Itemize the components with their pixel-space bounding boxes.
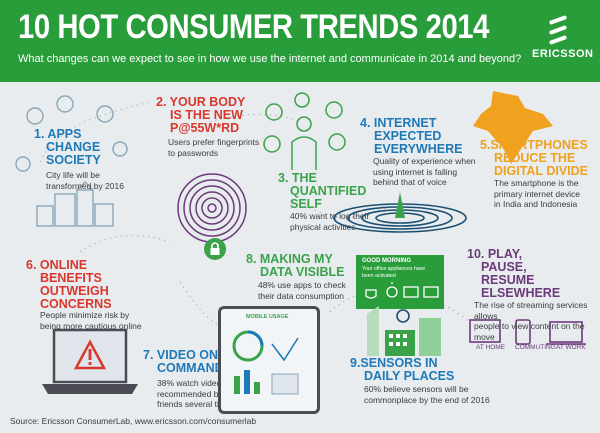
page-title: 10 HOT CONSUMER TRENDS 2014 — [18, 8, 489, 46]
device-label-work: AT WORK — [556, 344, 586, 351]
trend-7-body-line: 38% watch video clips — [157, 378, 241, 388]
trend-8-title-line: DATA VISIBLE — [260, 265, 345, 279]
data-usage-chart-icon — [232, 330, 299, 395]
laptop-warning-icon — [42, 328, 138, 394]
device-label-commuting: COMMUTING — [515, 344, 556, 351]
greeting-card — [356, 255, 444, 309]
trend-8-body: 48% use apps to check their data consump… — [258, 280, 346, 301]
trend-1-body-line: City life will be — [46, 170, 100, 180]
page-subtitle: What changes can we expect to see in how… — [18, 53, 522, 65]
trend-2-body: Users prefer fingerprints to passwords — [168, 137, 259, 158]
city-apps-icon — [15, 95, 128, 227]
trend-2-title-line: P@55W*RD — [170, 121, 240, 135]
trend-5-title-line: 5.SMARTPHONES — [480, 138, 588, 152]
trend-7-body: 38% watch video clips recommended by the… — [157, 378, 264, 410]
trend-10-title-line: PAUSE, — [481, 260, 527, 274]
trend-5-title-line: REDUCE THE — [494, 151, 576, 165]
greeting-message: Your office appliances have been activat… — [362, 266, 425, 279]
trend-2-title-line: IS THE NEW — [170, 108, 243, 122]
trend-4-body-line: Quality of experience when — [373, 156, 476, 166]
trend-1-title-line: SOCIETY — [46, 153, 101, 167]
trend-9-title-line: 9.SENSORS IN — [350, 356, 438, 370]
trend-3-body-line: 40% want to log their — [290, 211, 370, 221]
trend-6-title: 6. ONLINE BENEFITS OUTWEIGH CONCERNS — [26, 259, 112, 311]
trend-1-body-line: transformed by 2016 — [46, 180, 124, 191]
devices-icons — [469, 319, 586, 345]
trend-2-body-line: Users prefer fingerprints — [168, 137, 260, 147]
tablet-device — [218, 306, 320, 414]
ericsson-logo-icon — [549, 15, 567, 45]
trend-1-title-line: CHANGE — [46, 140, 101, 154]
office-buildings-icon — [367, 306, 441, 356]
trend-9-body: 60% believe sensors will be commonplace … — [364, 384, 490, 405]
trend-10-title-line: 10. PLAY, — [467, 247, 523, 261]
device-label-home: AT HOME — [476, 344, 506, 351]
trend-10-title-line: RESUME — [481, 273, 535, 287]
trend-6-body: People minimize risk by being more cauti… — [40, 310, 142, 331]
trend-3-title-line: SELF — [290, 197, 322, 211]
greeting-line: Your office appliances have — [362, 266, 426, 272]
trend-5-title: 5.SMARTPHONES REDUCE THE DIGITAL DIVIDE — [480, 139, 588, 178]
trend-1-title-line: 1. APPS — [34, 127, 82, 141]
trend-7-title: 7. VIDEO ON COMMAND — [143, 349, 224, 375]
trend-6-title-line: CONCERNS — [40, 297, 112, 311]
trend-3-title-line: 3. THE — [278, 171, 317, 185]
trend-9-body-line: 60% believe sensors will be — [364, 384, 469, 394]
trend-6-body-line: People minimize risk by — [40, 310, 130, 320]
trend-10-body-line: The rise of streaming services allows — [474, 300, 588, 321]
trend-7-body-line: friends several times a week — [157, 399, 265, 409]
trend-7-body-line: recommended by their — [157, 388, 242, 399]
dotted-connectors — [39, 101, 471, 333]
trend-5-body-line: The smartphone is the — [494, 178, 579, 188]
trend-7-title-line: 7. VIDEO ON — [143, 348, 219, 362]
quantified-self-icon — [263, 92, 346, 170]
greeting-line: been activated — [362, 272, 396, 279]
trend-4-body-line: behind that of voice — [373, 177, 447, 187]
trend-8-title-line: 8. MAKING MY — [246, 252, 333, 266]
trend-3-title: 3. THE QUANTIFIED SELF — [278, 172, 366, 211]
tablet-label: MOBILE USAGE — [246, 314, 289, 320]
trend-9-title: 9.SENSORS IN DAILY PLACES — [350, 357, 454, 383]
greeting-title: GOOD MORNING — [362, 258, 411, 264]
trend-2-title-line: 2. YOUR BODY — [156, 95, 246, 109]
trend-2-title: 2. YOUR BODY IS THE NEW P@55W*RD — [156, 96, 245, 135]
trend-6-body-line: being more cautious online — [40, 320, 142, 331]
trend-3-body: 40% want to log their physical activitie… — [290, 211, 369, 232]
trend-5-title-line: DIGITAL DIVIDE — [494, 164, 588, 178]
india-map-icon — [473, 91, 553, 164]
brand-logo-text: ERICSSON — [532, 48, 594, 60]
trend-7-title-line: COMMAND — [157, 361, 224, 375]
trend-8-body-line: 48% use apps to check — [258, 280, 346, 290]
trend-2-body-line: to passwords — [168, 147, 219, 158]
trend-6-title-line: 6. ONLINE — [26, 258, 88, 272]
trend-10-title: 10. PLAY, PAUSE, RESUME ELSEWHERE — [467, 248, 560, 300]
trend-6-title-line: BENEFITS — [40, 271, 102, 285]
trend-5-body-line: primary internet device — [494, 188, 580, 199]
trend-4-title-line: EVERYWHERE — [374, 142, 463, 156]
trend-5-body-line: in India and Indonesia — [494, 199, 578, 209]
trend-4-title-line: 4. INTERNET — [360, 116, 437, 130]
trend-9-body-line: commonplace by the end of 2016 — [364, 394, 490, 405]
trend-3-title-line: QUANTIFIED — [290, 184, 367, 198]
trend-8-title: 8. MAKING MY DATA VISIBLE — [246, 253, 345, 279]
source-footer: Source: Ericsson ConsumerLab, www.ericss… — [10, 416, 257, 426]
trend-4-body: Quality of experience when using interne… — [373, 156, 476, 188]
lock-icon — [204, 238, 226, 260]
trend-4-title-line: EXPECTED — [374, 129, 442, 143]
trend-3-body-line: physical activities — [290, 221, 356, 232]
trend-6-title-line: OUTWEIGH — [40, 284, 109, 298]
trend-10-title-line: ELSEWHERE — [481, 286, 561, 300]
trend-5-body: The smartphone is the primary internet d… — [494, 178, 580, 210]
fingerprint-icon — [177, 173, 247, 243]
trend-1-body: City life will be transformed by 2016 — [46, 170, 124, 191]
trend-1-title: 1. APPS CHANGE SOCIETY — [34, 128, 101, 167]
trend-4-body-line: using internet is falling — [373, 166, 458, 177]
trend-8-body-line: their data consumption — [258, 290, 344, 301]
trend-9-title-line: DAILY PLACES — [364, 369, 455, 383]
signal-tower-icon — [333, 192, 467, 233]
appliance-icons — [365, 282, 439, 299]
header-banner — [0, 0, 600, 82]
trend-4-title: 4. INTERNET EXPECTED EVERYWHERE — [360, 117, 462, 156]
